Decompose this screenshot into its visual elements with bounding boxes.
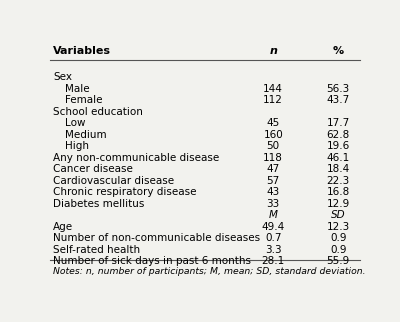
Text: 46.1: 46.1 — [327, 153, 350, 163]
Text: 45: 45 — [266, 118, 280, 128]
Text: 12.9: 12.9 — [327, 199, 350, 209]
Text: Diabetes mellitus: Diabetes mellitus — [53, 199, 144, 209]
Text: Male: Male — [66, 84, 90, 94]
Text: M: M — [269, 210, 278, 220]
Text: 55.9: 55.9 — [327, 256, 350, 266]
Text: 33: 33 — [266, 199, 280, 209]
Text: 49.4: 49.4 — [262, 222, 285, 232]
Text: 50: 50 — [267, 141, 280, 151]
Text: Number of sick days in past 6 months: Number of sick days in past 6 months — [53, 256, 251, 266]
Text: n: n — [269, 46, 277, 56]
Text: Cardiovascular disease: Cardiovascular disease — [53, 176, 174, 186]
Text: Chronic respiratory disease: Chronic respiratory disease — [53, 187, 197, 197]
Text: 57: 57 — [266, 176, 280, 186]
Text: 160: 160 — [263, 130, 283, 140]
Text: 62.8: 62.8 — [327, 130, 350, 140]
Text: Self-rated health: Self-rated health — [53, 245, 140, 255]
Text: Sex: Sex — [53, 72, 72, 82]
Text: 16.8: 16.8 — [327, 187, 350, 197]
Text: 112: 112 — [263, 95, 283, 105]
Text: Cancer disease: Cancer disease — [53, 164, 133, 175]
Text: 56.3: 56.3 — [327, 84, 350, 94]
Text: %: % — [333, 46, 344, 56]
Text: 28.1: 28.1 — [262, 256, 285, 266]
Text: SD: SD — [331, 210, 346, 220]
Text: Age: Age — [53, 222, 73, 232]
Text: Any non-communicable disease: Any non-communicable disease — [53, 153, 219, 163]
Text: 18.4: 18.4 — [327, 164, 350, 175]
Text: Variables: Variables — [53, 46, 111, 56]
Text: 144: 144 — [263, 84, 283, 94]
Text: Number of non-communicable diseases: Number of non-communicable diseases — [53, 233, 260, 243]
Text: Low: Low — [66, 118, 86, 128]
Text: 0.7: 0.7 — [265, 233, 282, 243]
Text: Female: Female — [66, 95, 103, 105]
Text: 22.3: 22.3 — [327, 176, 350, 186]
Text: 47: 47 — [266, 164, 280, 175]
Text: 17.7: 17.7 — [327, 118, 350, 128]
Text: 118: 118 — [263, 153, 283, 163]
Text: 12.3: 12.3 — [327, 222, 350, 232]
Text: 43.7: 43.7 — [327, 95, 350, 105]
Text: Medium: Medium — [66, 130, 107, 140]
Text: School education: School education — [53, 107, 143, 117]
Text: Notes: n, number of participants; M, mean; SD, standard deviation.: Notes: n, number of participants; M, mea… — [53, 267, 366, 276]
Text: 0.9: 0.9 — [330, 245, 346, 255]
Text: 19.6: 19.6 — [327, 141, 350, 151]
Text: High: High — [66, 141, 90, 151]
Text: 0.9: 0.9 — [330, 233, 346, 243]
Text: 43: 43 — [266, 187, 280, 197]
Text: 3.3: 3.3 — [265, 245, 282, 255]
